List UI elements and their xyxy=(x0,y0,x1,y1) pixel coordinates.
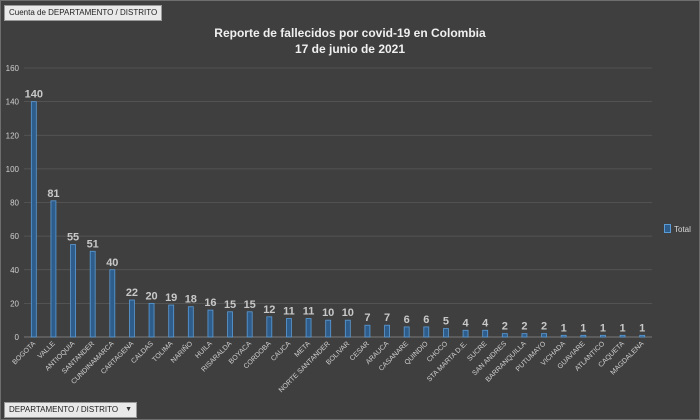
bar xyxy=(207,309,214,338)
bar xyxy=(266,316,273,338)
y-tick-label: 120 xyxy=(6,131,20,140)
axis-field-button[interactable]: DEPARTAMENTO / DISTRITO ▼ xyxy=(4,402,138,418)
data-label: 6 xyxy=(423,314,429,326)
x-tick-label: BOGOTA xyxy=(11,340,37,366)
bar xyxy=(129,299,135,338)
y-tick-label: 160 xyxy=(6,64,20,73)
bar xyxy=(560,334,567,338)
dropdown-arrow-icon[interactable]: ▼ xyxy=(125,406,133,413)
data-label: 140 xyxy=(25,89,43,101)
chart-subtitle: 17 de junio de 2021 xyxy=(294,42,406,56)
bar xyxy=(187,306,194,338)
data-label: 2 xyxy=(502,321,508,333)
y-tick-label: 100 xyxy=(6,165,20,174)
bar xyxy=(384,324,390,338)
x-tick-label: META xyxy=(294,340,313,359)
bar xyxy=(443,328,449,338)
data-label: 16 xyxy=(204,297,216,309)
axis-field-label: DEPARTAMENTO / DISTRITO xyxy=(9,405,119,414)
value-field-button[interactable]: Cuenta de DEPARTAMENTO / DISTRITO xyxy=(4,5,163,21)
legend-swatch xyxy=(664,224,671,233)
data-label: 4 xyxy=(482,317,489,329)
data-label: 18 xyxy=(185,294,197,306)
legend: Total xyxy=(664,224,691,234)
data-label: 15 xyxy=(244,299,256,311)
bar xyxy=(580,334,587,338)
bar xyxy=(148,302,155,338)
data-label: 1 xyxy=(620,322,626,334)
bar xyxy=(619,334,626,338)
data-label: 11 xyxy=(283,306,295,318)
data-label: 1 xyxy=(639,322,645,334)
bar xyxy=(501,333,508,338)
y-tick-label: 20 xyxy=(10,299,19,308)
data-label: 20 xyxy=(145,290,157,302)
bar xyxy=(364,324,371,338)
bar xyxy=(639,334,646,338)
data-label: 1 xyxy=(580,322,586,334)
bar xyxy=(403,326,410,338)
data-label: 5 xyxy=(443,316,449,328)
data-label: 2 xyxy=(521,321,527,333)
data-label: 10 xyxy=(322,307,334,319)
data-label: 1 xyxy=(600,322,606,334)
chart-title: Reporte de fallecidos por covid-19 en Co… xyxy=(214,26,486,40)
data-label: 1 xyxy=(561,322,567,334)
bar xyxy=(541,333,547,338)
x-tick-label: CALDAS xyxy=(130,340,155,365)
bar xyxy=(521,333,528,338)
bar xyxy=(305,318,312,338)
data-label: 19 xyxy=(165,292,177,304)
data-label: 10 xyxy=(342,307,354,319)
data-label: 4 xyxy=(463,317,470,329)
x-tick-label: NARIÑO xyxy=(169,339,195,365)
x-tick-label: CAUCA xyxy=(270,340,293,363)
data-label: 40 xyxy=(106,257,118,269)
bar xyxy=(600,334,606,338)
data-label: 22 xyxy=(126,287,138,299)
data-label: 12 xyxy=(263,304,275,316)
bar xyxy=(168,304,175,338)
bar xyxy=(482,329,489,338)
data-label: 81 xyxy=(47,188,59,200)
legend-label: Total xyxy=(674,225,691,234)
data-label: 15 xyxy=(224,299,236,311)
data-label: 6 xyxy=(404,314,410,326)
bar xyxy=(325,319,332,338)
data-label: 55 xyxy=(67,232,79,244)
bar xyxy=(462,329,469,338)
bar xyxy=(246,311,253,338)
bar xyxy=(50,200,57,338)
data-label: 51 xyxy=(87,238,99,250)
bar xyxy=(89,250,96,338)
y-tick-label: 0 xyxy=(15,333,20,342)
bar xyxy=(109,269,116,338)
bar xyxy=(423,326,430,338)
bar xyxy=(286,318,292,338)
data-label: 7 xyxy=(384,312,390,324)
data-label: 11 xyxy=(303,306,315,318)
bar xyxy=(70,244,76,338)
y-tick-label: 40 xyxy=(10,266,19,275)
y-tick-label: 80 xyxy=(10,199,19,208)
y-tick-label: 140 xyxy=(6,98,20,107)
y-tick-label: 60 xyxy=(10,232,19,241)
bar xyxy=(30,101,37,338)
bar xyxy=(344,319,351,338)
data-label: 7 xyxy=(364,312,370,324)
data-label: 2 xyxy=(541,321,547,333)
bar xyxy=(227,311,233,338)
